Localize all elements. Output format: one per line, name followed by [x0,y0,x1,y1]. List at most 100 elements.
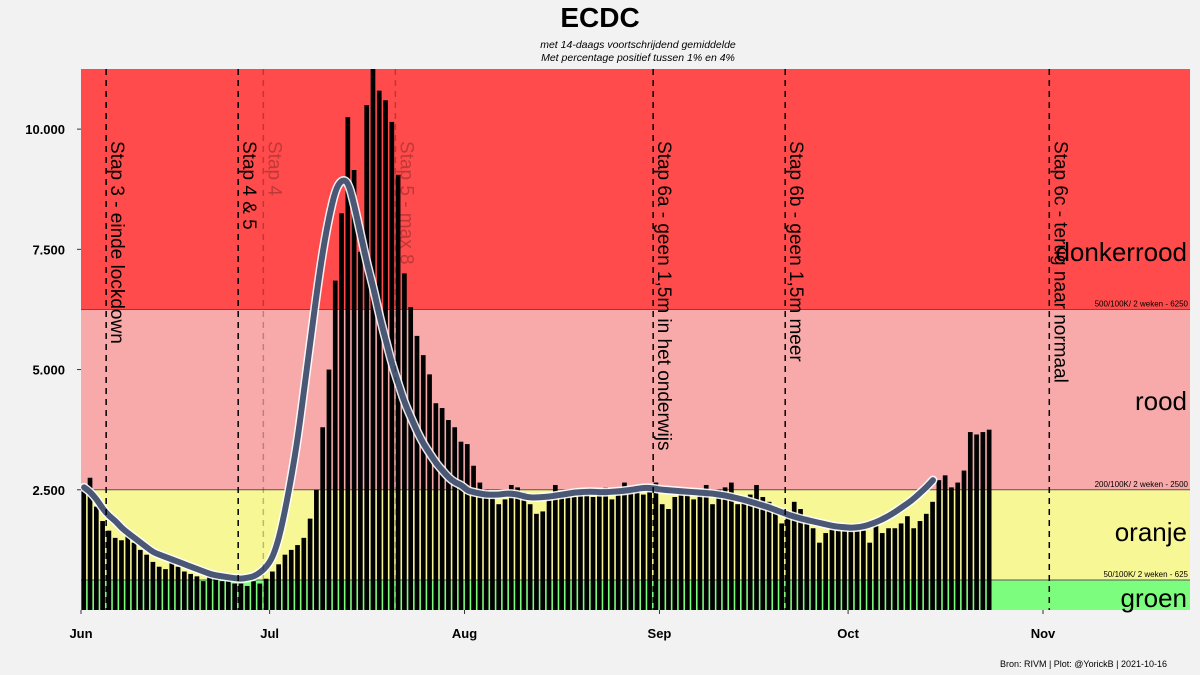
bar-day-57 [439,408,445,610]
bar-day-135 [930,501,935,610]
bar-day-92 [659,504,665,610]
axes: 2.500 5.000 7.500 10.000 Jun Jul Aug Sep Oct Nov [25,122,1056,641]
bar-day-110 [773,506,778,610]
bar-day-80 [584,494,590,610]
x-tick-label-Oct: Oct [837,626,859,641]
bar-day-121 [842,530,847,610]
bar-day-61 [464,444,470,610]
x-tick-label-Jun: Jun [69,626,92,641]
bar-day-101 [716,489,722,610]
bar-day-44 [358,251,363,610]
bar-day-21 [213,578,219,610]
bar-day-15 [175,566,181,610]
chart-subtitle-1: met 14-daags voortschrijdend gemiddelde [540,39,736,51]
bar-day-86 [622,482,627,610]
chart-title: ECDC [560,2,640,33]
bar-day-79 [578,489,583,610]
bar-day-138 [949,487,954,610]
bar-day-25 [238,583,244,610]
bar-day-129 [892,528,898,610]
bar-day-64 [483,489,489,610]
bar-day-102 [722,487,728,610]
bar-day-13 [163,569,168,610]
chart-subtitle-2: Met percentage positief tussen 1% en 4% [541,52,735,64]
bar-day-103 [729,482,734,610]
bar-day-117 [817,542,822,610]
event-markers: Stap 3 - einde lockdown Stap 4 & 5 Stap 4 S… [105,69,1070,610]
bar-day-7 [125,535,131,610]
bar-day-78 [571,496,577,610]
bar-day-66 [496,504,502,610]
bar-day-45 [364,105,370,611]
x-tick-label-Jul: Jul [260,626,279,641]
bar-day-42 [345,117,351,610]
bar-day-41 [339,213,344,610]
bar-day-116 [810,528,816,610]
bar-day-73 [540,511,546,610]
bar-day-115 [804,516,810,610]
bar-day-4 [106,530,112,610]
bar-day-43 [351,169,357,610]
bar-day-113 [791,501,797,610]
bar-day-2 [93,506,99,610]
zone-label-donkerrood: donkerrood [1055,237,1187,267]
bar-day-72 [534,513,539,610]
zone-label-groen: groen [1121,583,1188,613]
bar-day-89 [640,494,646,610]
bar-day-82 [596,492,602,610]
event-label-3: Stap 5 - max 8 [395,141,416,265]
bar-day-39 [326,369,332,610]
bar-day-97 [691,499,696,610]
bar-day-16 [182,571,187,610]
bar-day-65 [490,496,495,610]
threshold-label-625: 50/100K/ 2 weken - 625 [1103,570,1188,579]
bar-day-91 [653,482,659,610]
bar-day-9 [137,549,143,610]
bar-day-52 [408,307,414,610]
event-label-0: Stap 3 - einde lockdown [106,141,127,344]
bar-day-140 [961,470,967,610]
bar-day-95 [678,489,684,610]
bar-day-35 [301,537,307,610]
bar-day-96 [685,494,690,610]
bar-day-27 [251,581,256,610]
bar-day-109 [766,501,772,610]
bar-day-30 [270,571,275,610]
bar-day-131 [905,516,910,610]
rolling-average-path [81,177,936,582]
zone-label-rood: rood [1135,386,1187,416]
bar-day-26 [244,585,250,610]
bar-day-87 [628,489,634,610]
bar-day-58 [446,420,451,610]
bar-day-139 [955,482,961,610]
bar-day-128 [886,528,891,610]
zone-band-donkerrood [81,69,1190,310]
bar-day-17 [188,573,193,610]
event-label-5: Stap 6b - geen 1,5m meer [785,141,806,362]
bar-day-20 [207,576,212,610]
bar-day-134 [923,513,929,610]
bar-day-114 [798,509,803,610]
bar-day-59 [452,427,458,610]
bar-day-10 [144,554,149,610]
bar-day-133 [917,521,923,610]
bar-day-62 [471,465,476,610]
bar-day-23 [226,581,231,610]
bar-day-130 [898,523,904,610]
bar-day-24 [232,583,237,610]
bar-day-76 [559,494,564,610]
bar-day-120 [835,530,841,610]
bar-day-119 [829,525,835,610]
source-caption: Bron: RIVM | Plot: @YorickB | 2021-10-16 [999,659,1167,669]
bar-day-142 [974,434,979,610]
bar-day-118 [823,533,829,610]
bar-day-19 [200,581,206,610]
bar-day-3 [100,521,105,610]
bar-day-36 [307,518,313,610]
bar-day-123 [854,528,860,610]
bar-day-85 [615,492,621,610]
y-tick-label-5000: 5.000 [32,363,65,378]
bar-day-71 [527,504,533,610]
bar-day-33 [288,549,294,610]
